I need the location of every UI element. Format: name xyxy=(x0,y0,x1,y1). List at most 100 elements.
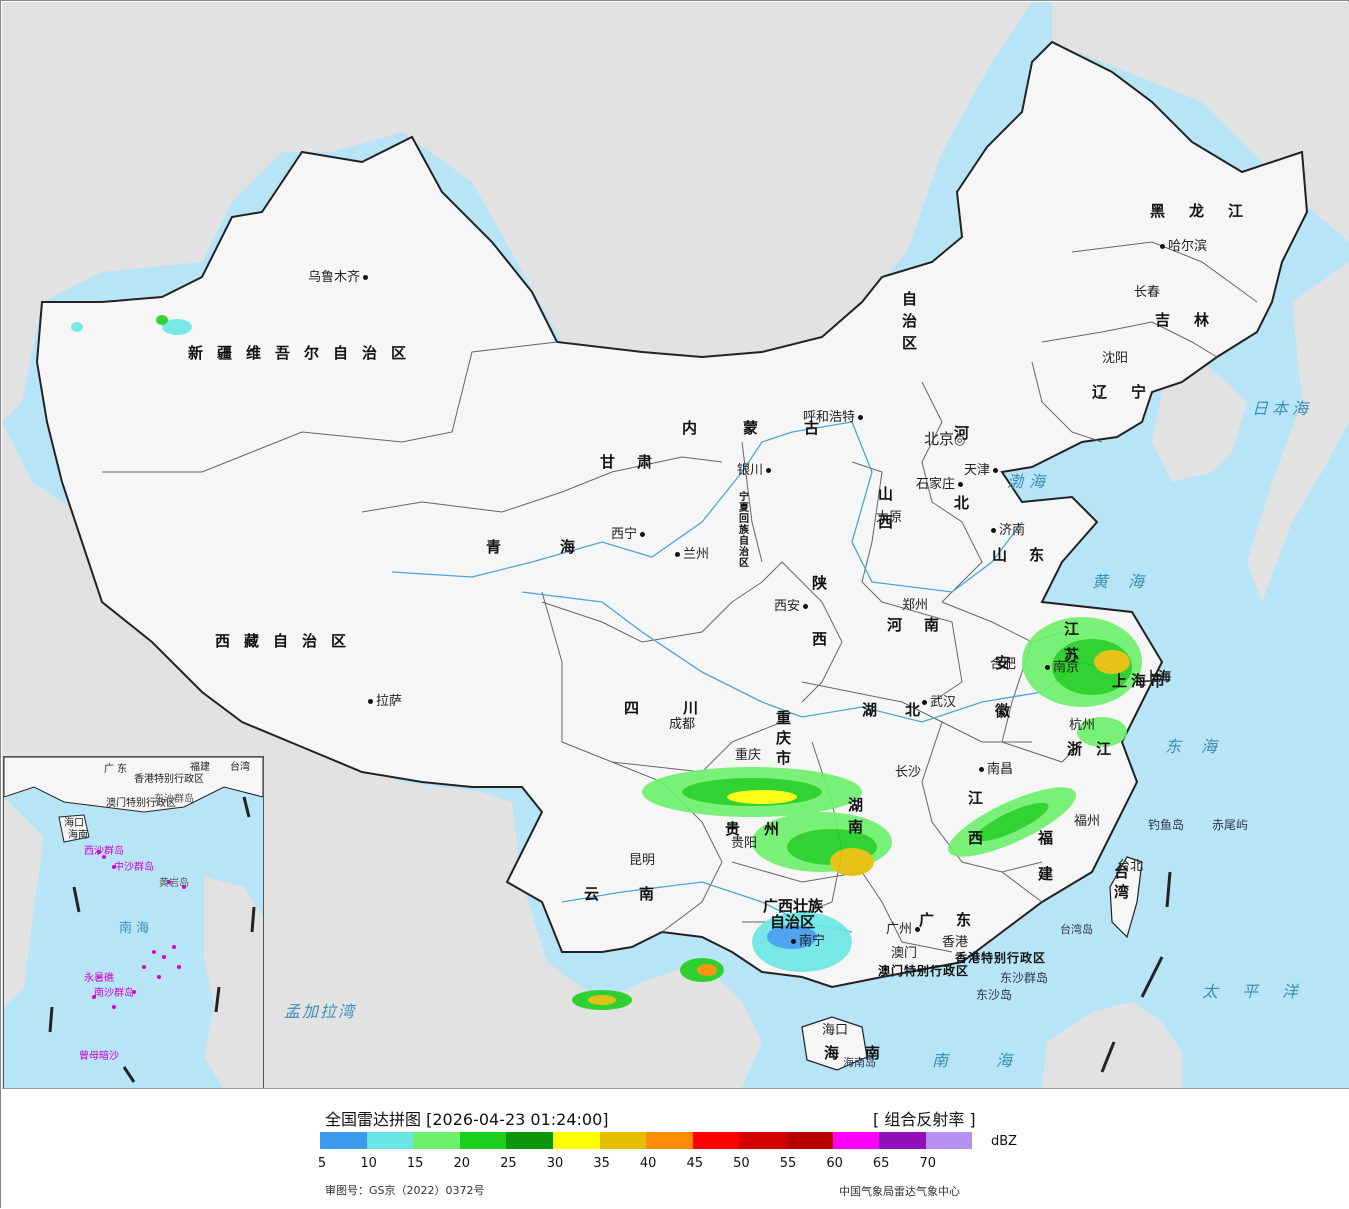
color-scale xyxy=(320,1132,973,1149)
city-jinan: 济南 xyxy=(988,524,1025,537)
scale-tick-label: 55 xyxy=(779,1156,797,1171)
city-wuhan: 武汉 xyxy=(919,696,956,709)
label-neimenggu: 内蒙古 xyxy=(682,419,866,437)
color-swatch xyxy=(413,1132,460,1149)
scale-tick-label: 65 xyxy=(872,1156,890,1171)
label-bengal: 孟加拉湾 xyxy=(284,1002,357,1021)
city-marker xyxy=(979,767,984,772)
label-nanhai: 南海 xyxy=(932,1051,1061,1070)
inset-nanhai: 南 海 xyxy=(119,921,150,936)
label-dongsha-island: 东沙岛 xyxy=(976,988,1013,1002)
city-marker xyxy=(915,927,921,932)
label-guangdong: 广东 xyxy=(919,911,994,929)
city-hefei: 合肥 xyxy=(990,657,1017,672)
label-taiwan: 台湾 xyxy=(1114,863,1130,901)
inset-macao-sar: 澳门特别行政区 xyxy=(106,798,176,809)
label-xizang: 西藏自治区 xyxy=(215,632,361,650)
city-marker xyxy=(675,552,680,557)
label-taiwan-island: 台湾岛 xyxy=(1060,923,1093,936)
city-marker xyxy=(368,699,373,704)
label-chongqing-shi: 重庆市 xyxy=(776,709,792,767)
scale-tick-label: 20 xyxy=(453,1156,471,1171)
city-changsha: 长沙 xyxy=(895,765,922,780)
label-gansu: 甘肃 xyxy=(600,453,675,471)
city-tianjin: 天津 xyxy=(964,464,1001,477)
color-swatch xyxy=(552,1132,600,1149)
label-fujian: 福建 xyxy=(1038,829,1054,883)
city-hangzhou: 杭州 xyxy=(1069,718,1096,733)
city-harbin: 哈尔滨 xyxy=(1157,240,1207,253)
city-macao: 澳门 xyxy=(891,946,918,961)
city-chengdu: 成都 xyxy=(669,717,696,732)
color-swatch xyxy=(879,1132,926,1149)
south-china-sea-inset: 广 东 香港特别行政区 澳门特别行政区 海口 海南 西沙群岛 东沙群岛 中沙群岛… xyxy=(3,756,264,1088)
capital-icon: ◎ xyxy=(954,433,966,448)
city-nanjing: 南京 xyxy=(1042,661,1079,674)
inset-graphics xyxy=(4,757,263,1088)
city-marker xyxy=(922,700,927,705)
label-heilongjiang: 黑龙江 xyxy=(1150,202,1268,220)
inset-dongsha: 东沙群岛 xyxy=(154,794,194,805)
color-swatch xyxy=(739,1132,786,1149)
color-swatch xyxy=(459,1132,507,1149)
city-marker xyxy=(363,275,369,280)
china-radar-map[interactable]: 新疆维吾尔自治区 西藏自治区 青 海 甘肃 内蒙古 自治区 黑龙江 吉林 辽宁 … xyxy=(2,2,1349,1089)
color-swatch xyxy=(832,1132,880,1149)
label-yunnan: 云南 xyxy=(584,885,695,903)
color-swatch xyxy=(506,1132,553,1149)
city-taipei: 台北 xyxy=(1117,859,1144,874)
label-bohai: 渤海 xyxy=(1007,472,1052,491)
inset-guangdong: 广 东 xyxy=(104,764,128,775)
city-marker xyxy=(993,468,999,473)
city-haikou: 海口 xyxy=(822,1023,849,1038)
color-swatch xyxy=(785,1132,833,1149)
label-neimenggu-zizhiqu: 自治区 xyxy=(902,290,918,352)
inset-hongkong-sar: 香港特别行政区 xyxy=(134,774,204,785)
city-guiyang: 贵阳 xyxy=(731,836,758,851)
label-donghai: 东海 xyxy=(1165,737,1238,756)
color-swatch xyxy=(320,1132,367,1149)
city-hohhot: 呼和浩特 xyxy=(803,411,866,424)
city-marker xyxy=(803,604,809,609)
scale-tick-label: 15 xyxy=(406,1156,424,1171)
color-swatch xyxy=(692,1132,740,1149)
label-sichuan: 四川 xyxy=(624,699,743,717)
color-swatch xyxy=(646,1132,693,1149)
inset-xisha: 西沙群岛 xyxy=(84,846,124,857)
color-scale-labels: 5 10 15 20 25 30 35 40 45 50 55 60 65 70 xyxy=(1,1156,1349,1172)
label-chiwei: 赤尾屿 xyxy=(1212,818,1249,832)
inset-fujian: 福建 xyxy=(190,762,210,773)
city-changchun: 长春 xyxy=(1134,285,1161,300)
city-shijiazhuang: 石家庄 xyxy=(916,478,966,491)
label-jiangxi: 江西 xyxy=(968,789,984,847)
scale-tick-label: 25 xyxy=(500,1156,517,1171)
label-hebei: 河北 xyxy=(954,424,970,512)
label-huanghai: 黄海 xyxy=(1092,572,1165,591)
city-nanchang: 南昌 xyxy=(976,763,1013,776)
city-shanghai: 上海 xyxy=(1145,670,1172,685)
city-marker xyxy=(766,468,772,473)
scale-tick-label: 35 xyxy=(593,1156,610,1171)
city-xining: 西宁 xyxy=(611,528,648,541)
scale-tick-label: 60 xyxy=(826,1156,843,1171)
label-xinjiang: 新疆维吾尔自治区 xyxy=(188,344,421,362)
city-marker xyxy=(1045,665,1050,670)
city-guangzhou: 广州 xyxy=(886,923,923,936)
city-shenyang: 沈阳 xyxy=(1102,351,1129,366)
city-marker xyxy=(791,939,796,944)
inset-zhongsha: 中沙群岛 xyxy=(114,862,154,873)
legend-product: [ 组合反射率 ] xyxy=(873,1110,976,1129)
label-guangxi-1: 广西壮族 xyxy=(763,897,824,915)
city-beijing: 北京◎ xyxy=(924,430,966,448)
scale-tick-label: 45 xyxy=(686,1156,704,1171)
city-urumqi: 乌鲁木齐 xyxy=(308,271,371,284)
scale-tick-label: 30 xyxy=(546,1156,564,1171)
label-qinghai-2: 海 xyxy=(560,538,590,556)
label-qinghai-1: 青 xyxy=(486,538,516,556)
city-kunming: 昆明 xyxy=(629,853,656,868)
city-hongkong: 香港 xyxy=(942,935,969,950)
city-lhasa: 拉萨 xyxy=(365,695,402,708)
label-hubei: 湖北 xyxy=(862,701,949,719)
city-zhengzhou: 郑州 xyxy=(902,598,929,613)
